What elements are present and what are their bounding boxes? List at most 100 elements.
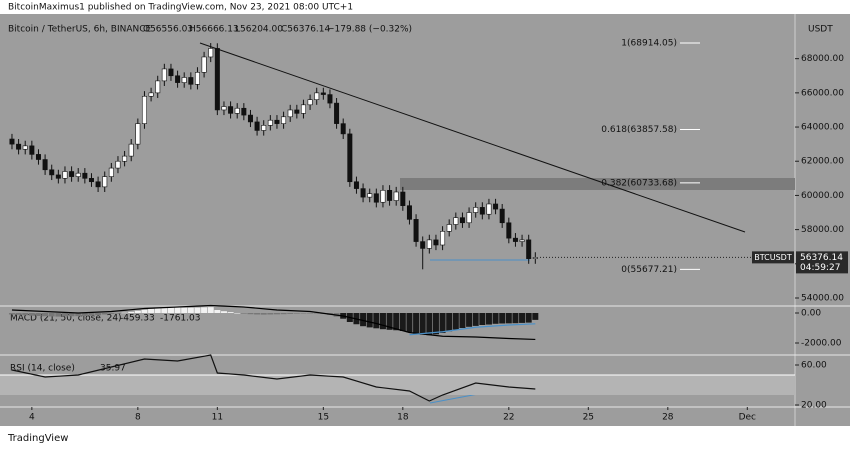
candle-body <box>82 172 88 179</box>
macd-histogram-bar <box>201 307 208 313</box>
macd-histogram-bar <box>68 313 75 317</box>
macd-histogram-bar <box>472 313 479 326</box>
candle-body <box>340 123 346 135</box>
candle-body <box>532 257 538 259</box>
currency-label: USDT <box>808 25 833 35</box>
macd-histogram-bar <box>439 313 446 333</box>
candle-body <box>42 159 48 171</box>
candle-body <box>49 169 55 176</box>
macd-histogram-bar <box>293 313 300 314</box>
footer-brand: TradingView <box>7 433 68 444</box>
candle-body <box>228 106 234 114</box>
fib-label: 0.382(60733.68) <box>601 178 677 188</box>
macd-histogram-bar <box>505 313 512 324</box>
candle-body <box>426 239 432 249</box>
macd-histogram-bar <box>88 313 95 316</box>
macd-histogram-bar <box>240 313 247 314</box>
macd-histogram-bar <box>366 313 373 328</box>
candle-body <box>479 207 485 215</box>
candle-body <box>353 181 359 189</box>
candle-body <box>400 191 406 206</box>
macd-histogram-bar <box>419 313 426 335</box>
x-tick-label: Dec <box>739 413 756 423</box>
macd-readout: -459.33 <box>120 314 155 324</box>
macd-histogram-bar <box>406 313 413 333</box>
candle-body <box>69 171 75 177</box>
candle-body <box>175 75 181 83</box>
candle-body <box>9 138 15 145</box>
macd-histogram-bar <box>499 313 506 324</box>
rsi-band <box>0 375 795 395</box>
candle-body <box>188 77 194 85</box>
macd-histogram-bar <box>22 313 29 316</box>
ohlc-readout: H56666.13 <box>189 25 239 35</box>
candle-body <box>327 94 333 104</box>
y-tick-label: 58000.00 <box>801 225 844 235</box>
candle-body <box>506 222 512 239</box>
candle-body <box>466 212 472 224</box>
candle-body <box>29 145 35 155</box>
candle-body <box>16 143 22 150</box>
macd-histogram-bar <box>532 313 539 320</box>
candle-body <box>141 95 147 124</box>
macd-histogram-bar <box>181 307 188 313</box>
chart-background <box>0 14 850 426</box>
candle-body <box>155 80 161 94</box>
macd-histogram-bar <box>227 312 234 313</box>
candle-body <box>387 189 393 201</box>
candle-body <box>161 68 167 82</box>
candle-body <box>108 167 114 177</box>
candle-body <box>493 203 499 210</box>
macd-histogram-bar <box>141 309 148 313</box>
y-tick-label: 62000.00 <box>801 157 844 167</box>
macd-histogram-bar <box>525 313 532 323</box>
macd-histogram-bar <box>134 310 141 313</box>
candle-body <box>148 92 154 97</box>
candle-body <box>128 143 134 157</box>
macd-histogram-bar <box>492 313 499 324</box>
candle-body <box>261 125 267 131</box>
macd-histogram-bar <box>75 313 82 317</box>
macd-histogram-bar <box>466 313 473 327</box>
macd-histogram-bar <box>15 313 22 315</box>
macd-histogram-bar <box>207 307 214 313</box>
x-tick-label: 18 <box>397 413 409 423</box>
macd-histogram-bar <box>101 313 108 315</box>
ohlc-readout: L56204.00 <box>235 25 283 35</box>
candle-body <box>168 68 174 77</box>
macd-histogram-bar <box>485 313 492 325</box>
candle-body <box>446 224 452 232</box>
x-tick-label: 11 <box>212 413 223 423</box>
macd-histogram-bar <box>42 313 49 317</box>
candle-body <box>221 106 227 111</box>
macd-line <box>11 304 536 341</box>
macd-histogram-bar <box>273 313 280 315</box>
y-tick-label: 68000.00 <box>801 54 844 64</box>
macd-histogram-bar <box>519 313 526 323</box>
macd-histogram-bar <box>254 313 261 315</box>
y-tick-label: 64000.00 <box>801 123 844 133</box>
symbol-tag <box>752 251 794 264</box>
x-tick-label: 28 <box>662 413 674 423</box>
countdown-label: 04:59:27 <box>800 263 840 273</box>
candle-body <box>241 107 247 116</box>
candle-body <box>75 172 81 177</box>
y-tick-label: 60.00 <box>801 361 827 371</box>
macd-histogram-bar <box>108 313 115 314</box>
candle-body <box>367 193 373 198</box>
candle-body <box>459 217 465 224</box>
macd-histogram-bar <box>432 313 439 335</box>
x-tick-label: 22 <box>503 413 514 423</box>
macd-histogram-bar <box>55 313 62 317</box>
candle-body <box>122 155 128 162</box>
candle-body <box>519 239 525 242</box>
macd-histogram-bar <box>121 312 128 314</box>
y-tick-label: 0.00 <box>801 309 821 319</box>
macd-histogram-bar <box>167 307 174 313</box>
candle-body <box>347 133 353 183</box>
x-tick-label: 15 <box>318 413 329 423</box>
macd-histogram-bar <box>287 313 294 314</box>
macd-histogram-bar <box>95 313 102 316</box>
candle-body <box>499 208 505 224</box>
